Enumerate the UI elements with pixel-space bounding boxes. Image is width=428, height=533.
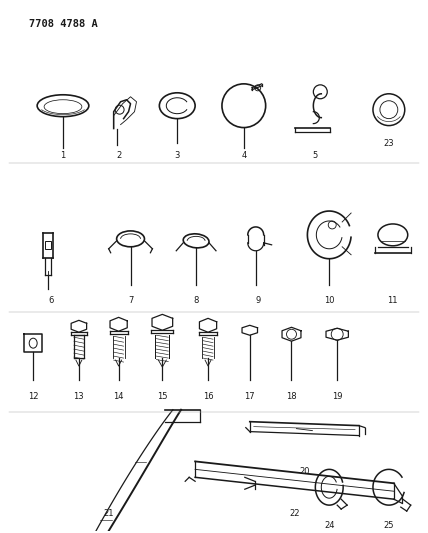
Text: 24: 24: [324, 521, 335, 530]
Text: 25: 25: [383, 521, 394, 530]
Text: 10: 10: [324, 296, 335, 305]
Text: 7: 7: [128, 296, 133, 305]
Text: 16: 16: [203, 392, 213, 401]
Text: 13: 13: [74, 392, 84, 401]
Text: 1: 1: [60, 151, 65, 160]
Text: 17: 17: [244, 392, 255, 401]
Text: 4: 4: [241, 151, 247, 160]
Text: 8: 8: [193, 296, 199, 305]
Text: 22: 22: [289, 508, 300, 518]
Text: 20: 20: [299, 467, 310, 476]
Text: 19: 19: [332, 392, 342, 401]
Text: 7708 4788 A: 7708 4788 A: [29, 19, 98, 29]
Text: 11: 11: [388, 296, 398, 305]
Text: 21: 21: [104, 508, 114, 518]
Text: 5: 5: [313, 151, 318, 160]
Text: 23: 23: [383, 139, 394, 148]
Text: 3: 3: [175, 151, 180, 160]
Text: 9: 9: [255, 296, 260, 305]
Text: 15: 15: [157, 392, 168, 401]
Text: 14: 14: [113, 392, 124, 401]
Text: 12: 12: [28, 392, 39, 401]
Text: 18: 18: [286, 392, 297, 401]
Text: 6: 6: [48, 296, 54, 305]
Text: 2: 2: [116, 151, 121, 160]
